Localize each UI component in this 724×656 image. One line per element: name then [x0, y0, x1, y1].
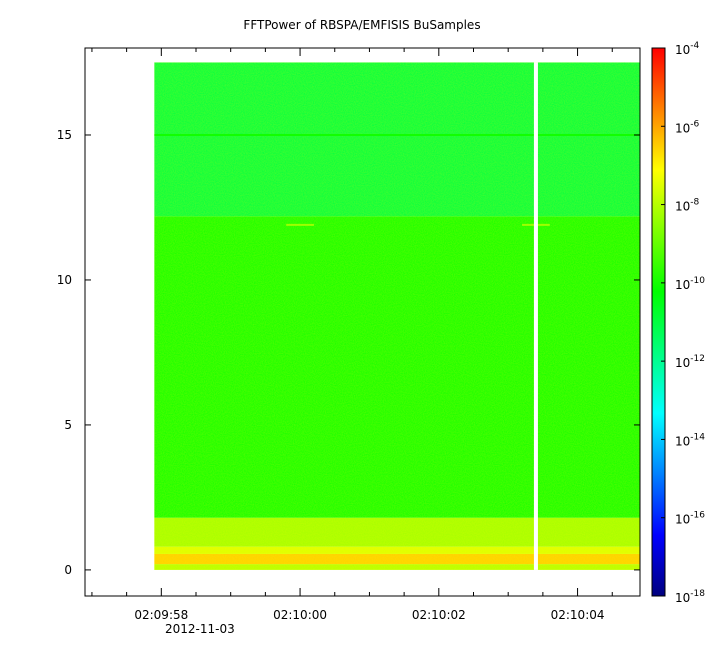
x-axis-date-label: 2012-11-03 — [165, 622, 235, 636]
colorbar-tick-label: 10-18 — [675, 589, 705, 605]
colorbar: 10-4 10-6 10-8 10-10 10-12 10-14 10-16 10-18 — [651, 41, 705, 605]
colorbar-scale — [651, 47, 666, 597]
plot-frame — [84, 47, 641, 597]
y-axis: 0 5 10 15 — [57, 128, 640, 577]
colorbar-tick-label: 10-8 — [675, 198, 700, 214]
chart-title: FFTPower of RBSPA/EMFISIS BuSamples — [243, 18, 480, 32]
colorbar-tick-label: 10-16 — [675, 511, 705, 527]
x-tick-label: 02:10:00 — [273, 608, 327, 622]
colorbar-tick-label: 10-12 — [675, 354, 705, 370]
colorbar-tick-label: 10-4 — [675, 41, 700, 57]
y-tick-label: 5 — [64, 418, 72, 432]
x-axis: 02:09:58 02:10:00 02:10:02 02:10:04 — [91, 48, 613, 622]
colorbar-tick-label: 10-6 — [675, 119, 700, 135]
colorbar-tick-label: 10-14 — [675, 432, 705, 448]
y-tick-label: 15 — [57, 128, 72, 142]
y-tick-label: 10 — [57, 273, 72, 287]
y-tick-label: 0 — [64, 563, 72, 577]
colorbar-tick-label: 10-10 — [675, 276, 705, 292]
colorbar-ticks: 10-4 10-6 10-8 10-10 10-12 10-14 10-16 10-18 — [661, 41, 705, 605]
spectrogram-noise — [154, 62, 640, 570]
x-tick-label: 02:09:58 — [134, 608, 188, 622]
x-tick-label: 02:10:04 — [551, 608, 605, 622]
data-gap — [533, 62, 538, 570]
x-tick-label: 02:10:02 — [412, 608, 466, 622]
